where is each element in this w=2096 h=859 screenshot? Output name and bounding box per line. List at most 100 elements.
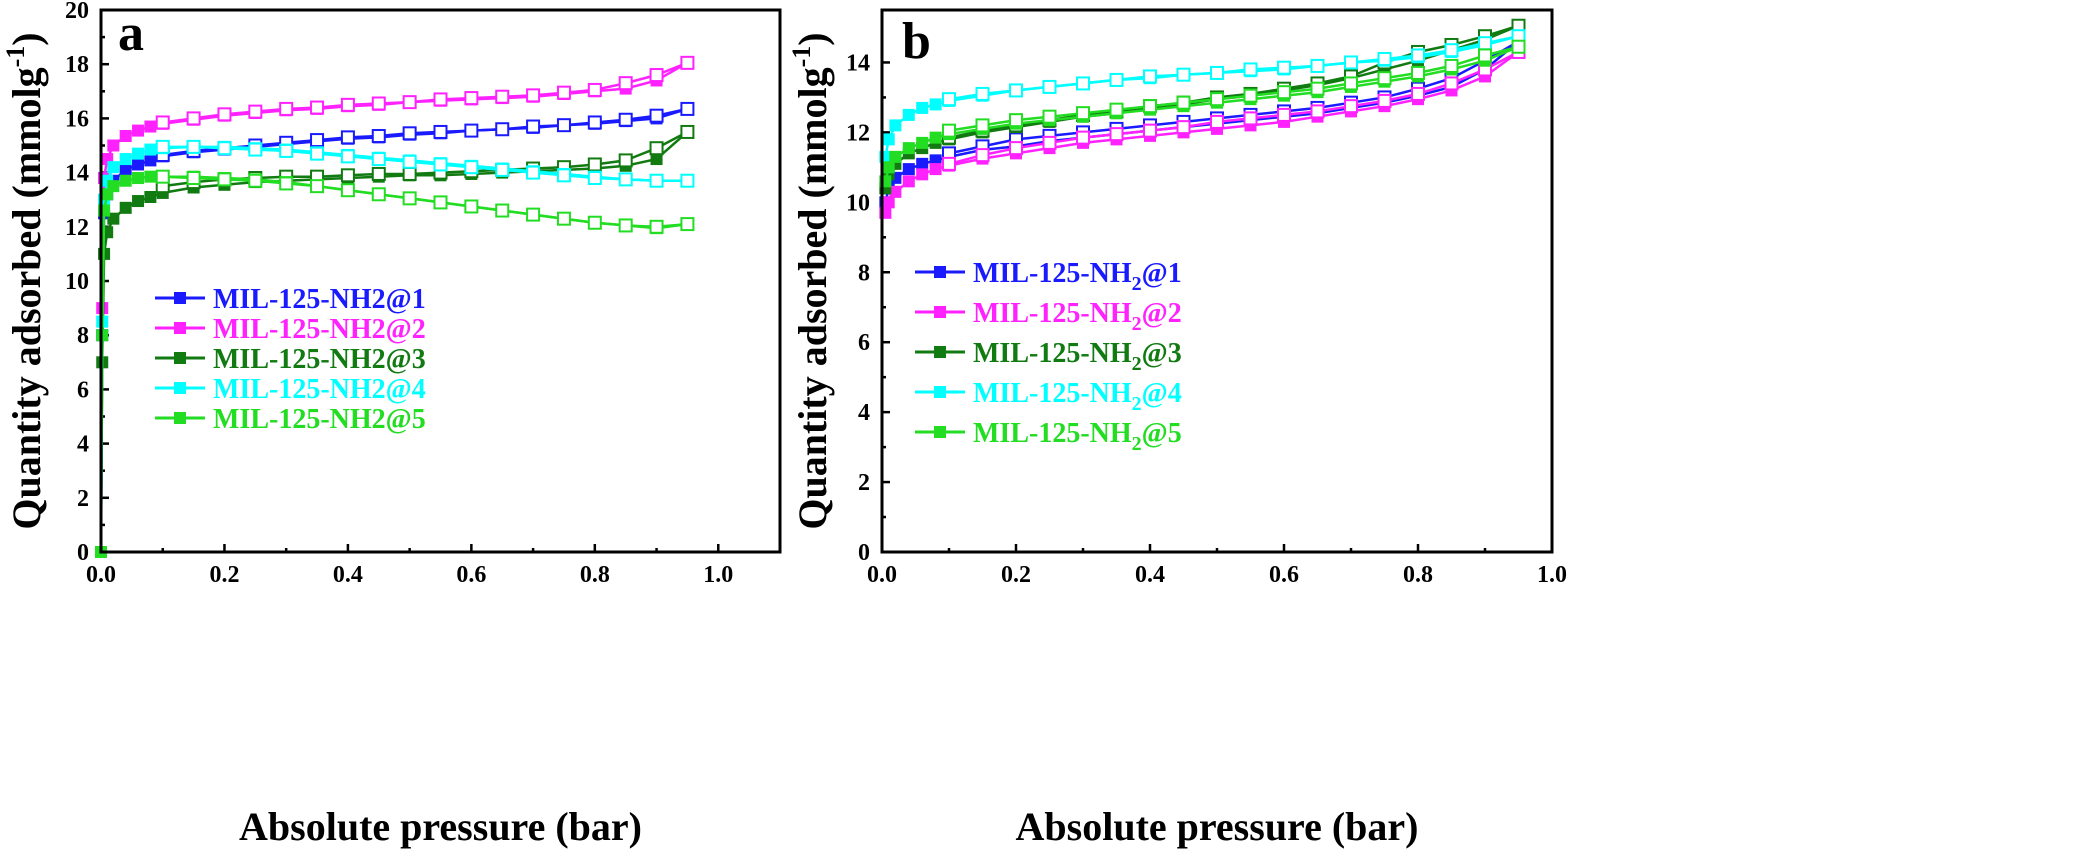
desorption-point <box>248 173 263 188</box>
adsorption-point <box>132 172 145 185</box>
desorption-point <box>402 166 417 181</box>
y-tick-label: 14 <box>846 50 870 76</box>
desorption-point <box>310 100 325 115</box>
legend-label-part: @2 <box>1142 298 1182 329</box>
desorption-point <box>618 76 633 91</box>
desorption-point <box>1444 76 1459 91</box>
desorption-point <box>464 123 479 138</box>
desorption-point <box>1478 36 1492 51</box>
legend-label-part: MIL-125-NH <box>973 258 1132 289</box>
x-axis-title: Absolute pressure (bar) <box>239 804 642 849</box>
legend-item: MIL-125-NH2@5 <box>915 418 1182 455</box>
desorption-point <box>340 168 355 183</box>
x-tick-label: 1.0 <box>703 562 733 588</box>
desorption-point <box>1277 107 1291 122</box>
adsorption-point <box>119 201 132 214</box>
desorption-point <box>1310 104 1325 119</box>
y-tick-label: 18 <box>65 52 89 78</box>
y-axis-title-end: ) <box>4 32 49 45</box>
desorption-point <box>556 211 571 226</box>
legend-label: MIL-125-NH2@4 <box>973 378 1182 415</box>
adsorption-point <box>144 143 157 156</box>
desorption-point <box>587 82 602 97</box>
desorption-point <box>942 92 956 107</box>
desorption-point <box>1377 51 1392 66</box>
desorption-point <box>942 156 956 171</box>
legend-label: MIL-125-NH2@3 <box>213 344 426 375</box>
desorption-point <box>1511 39 1526 54</box>
desorption-point <box>279 176 294 191</box>
y-axis-title-superscript: -1 <box>1 46 30 68</box>
desorption-point <box>495 162 510 177</box>
adsorption-point <box>916 157 929 170</box>
legend-label-part: MIL-125-NH <box>973 378 1132 409</box>
desorption-point <box>1310 58 1325 73</box>
desorption-point <box>1344 55 1358 70</box>
adsorption-point <box>650 153 663 166</box>
legend-label: MIL-125-NH2@3 <box>973 338 1182 375</box>
adsorption-point <box>916 136 929 149</box>
desorption-point <box>1411 86 1425 101</box>
x-tick-label: 0.0 <box>867 562 897 588</box>
desorption-point <box>371 187 386 202</box>
legend-item: MIL-125-NH2@4 <box>915 378 1182 415</box>
desorption-point <box>1377 93 1392 108</box>
desorption-point <box>464 91 479 106</box>
desorption-point <box>1109 102 1124 117</box>
desorption-point <box>1176 95 1191 110</box>
y-tick-label: 2 <box>858 470 870 496</box>
desorption-point <box>1176 120 1191 135</box>
panel-letter: a <box>118 5 144 62</box>
adsorption-point <box>107 212 120 225</box>
desorption-point <box>1210 65 1224 80</box>
desorption-point <box>1076 130 1090 145</box>
desorption-point <box>1243 111 1258 126</box>
y-tick-label: 4 <box>858 400 870 426</box>
desorption-point <box>1478 48 1492 63</box>
desorption-point <box>1344 76 1358 91</box>
desorption-point <box>1176 67 1191 82</box>
y-tick-label: 10 <box>846 190 870 216</box>
desorption-point <box>680 101 695 116</box>
adsorption-point <box>144 190 157 203</box>
adsorption-point <box>107 161 120 174</box>
plot-frame <box>880 8 1554 554</box>
y-tick-label: 12 <box>846 120 870 146</box>
y-axis-title-main: Quantity adsorbed (mmolg <box>790 67 835 529</box>
legend-label: MIL-125-NH2@5 <box>213 404 426 435</box>
adsorption-point <box>119 163 132 176</box>
legend-label-subscript: 2 <box>1132 433 1142 455</box>
adsorption-point <box>119 153 132 166</box>
y-tick-label: 14 <box>65 161 89 187</box>
desorption-point <box>1411 65 1425 80</box>
x-tick-label: 0.8 <box>1403 562 1433 588</box>
desorption-point <box>495 203 510 218</box>
desorption-point <box>526 207 541 222</box>
x-tick-label: 1.0 <box>1537 562 1567 588</box>
desorption-point <box>402 95 417 110</box>
desorption-point <box>464 160 479 175</box>
x-tick-label: 0.4 <box>333 562 363 588</box>
desorption-point <box>340 183 355 198</box>
desorption-point <box>1277 85 1291 100</box>
legend-label-subscript: 2 <box>1132 353 1142 375</box>
series-2 <box>95 55 695 558</box>
desorption-point <box>1109 72 1124 87</box>
legend-label: MIL-125-NH2@2 <box>973 298 1182 335</box>
desorption-point <box>680 173 695 188</box>
desorption-point <box>1344 99 1358 114</box>
y-tick-label: 2 <box>77 486 89 512</box>
desorption-point <box>279 101 294 116</box>
desorption-point <box>680 217 695 232</box>
desorption-point <box>186 171 201 186</box>
desorption-point <box>587 171 602 186</box>
y-tick-label: 0 <box>77 540 89 566</box>
legend-swatch-marker <box>174 382 186 394</box>
legend-label-part: MIL-125-NH <box>973 338 1132 369</box>
y-axis-title: Quantity adsorbed (mmolg-1) <box>787 32 835 529</box>
desorption-point <box>1042 79 1057 94</box>
adsorption-point <box>882 161 895 174</box>
desorption-point <box>1243 88 1258 103</box>
desorption-point <box>340 130 355 145</box>
